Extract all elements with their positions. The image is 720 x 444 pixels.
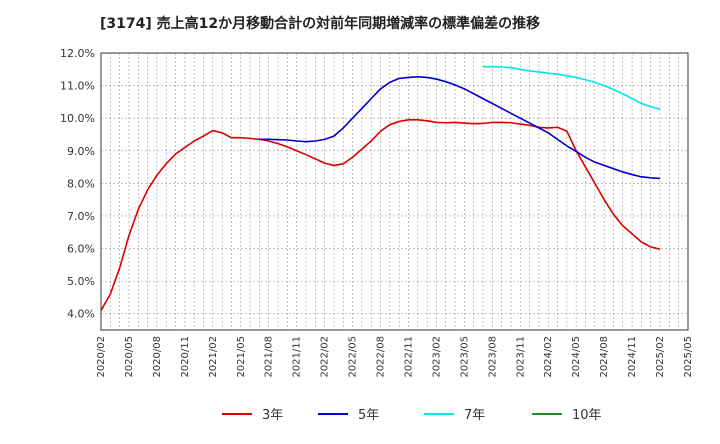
x-tick-label: 2020/11 [180, 336, 191, 378]
legend-label: 7年 [464, 408, 485, 423]
x-tick-label: 2024/05 [571, 336, 582, 378]
y-tick-label: 12.0% [60, 47, 95, 60]
legend: 3年 5年 7年 10年 [222, 408, 602, 423]
x-tick-label: 2020/08 [152, 336, 163, 378]
legend-label: 3年 [262, 408, 283, 423]
x-tick-label: 2024/11 [627, 336, 638, 378]
x-tick-label: 2023/05 [459, 336, 470, 378]
x-tick-label: 2022/11 [403, 336, 414, 378]
y-tick-label: 4.0% [67, 308, 95, 321]
x-tick-label: 2025/05 [683, 336, 694, 378]
chart-title: [3174] 売上高12か月移動合計の対前年同期増減率の標準偏差の推移 [100, 15, 540, 32]
x-tick-label: 2020/02 [96, 336, 107, 378]
y-axis-ticks: 4.0% 5.0% 6.0% 7.0% 8.0% 9.0% 10.0% 11.0% 12.0% [60, 47, 95, 321]
x-tick-label: 2021/02 [208, 336, 219, 378]
x-tick-label: 2021/08 [264, 336, 275, 378]
x-tick-label: 2022/02 [320, 336, 331, 378]
y-tick-label: 6.0% [67, 243, 95, 256]
x-tick-label: 2022/05 [348, 336, 359, 378]
x-tick-label: 2021/05 [236, 336, 247, 378]
plot-frame [100, 52, 689, 331]
x-tick-label: 2024/02 [543, 336, 554, 378]
y-tick-label: 5.0% [67, 275, 95, 288]
y-tick-label: 8.0% [67, 177, 95, 190]
y-tick-label: 10.0% [60, 112, 95, 125]
series-line-3年 [100, 119, 661, 311]
legend-label: 10年 [572, 408, 602, 423]
x-tick-label: 2024/08 [599, 336, 610, 378]
x-tick-label: 2023/08 [487, 336, 498, 378]
y-tick-label: 7.0% [67, 210, 95, 223]
x-tick-label: 2022/08 [376, 336, 387, 378]
x-tick-label: 2023/02 [431, 336, 442, 378]
x-tick-label: 2021/11 [292, 336, 303, 378]
y-tick-label: 9.0% [67, 145, 95, 158]
series-line-5年 [259, 75, 661, 180]
y-tick-label: 11.0% [60, 80, 95, 93]
x-axis-ticks: 2020/02 2020/05 2020/08 2020/11 2021/02 2021/… [96, 336, 694, 378]
series-line-7年 [483, 65, 661, 110]
legend-label: 5年 [358, 408, 379, 423]
x-tick-label: 2020/05 [124, 336, 135, 378]
x-tick-label: 2023/11 [515, 336, 526, 378]
x-tick-label: 2025/02 [655, 336, 666, 378]
series-layer [100, 65, 661, 311]
